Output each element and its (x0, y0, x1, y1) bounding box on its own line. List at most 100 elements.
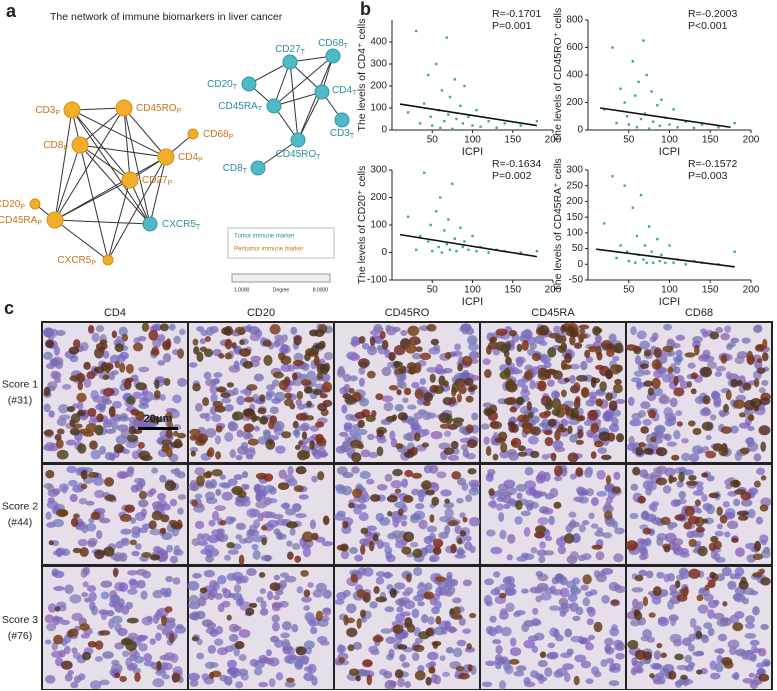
nucleus (417, 601, 424, 606)
network-node (116, 100, 132, 116)
nucleus (760, 624, 769, 630)
scatter-point (449, 96, 451, 98)
nucleus (144, 661, 155, 667)
nucleus (560, 588, 570, 598)
stained-cell (567, 425, 572, 434)
nucleus (217, 647, 228, 655)
stained-cell (701, 472, 708, 477)
nucleus (254, 667, 263, 675)
nucleus (100, 680, 110, 686)
nucleus (426, 412, 436, 418)
nucleus (234, 584, 241, 593)
nucleus (535, 587, 543, 594)
stained-cell (457, 363, 463, 371)
stained-cell (293, 360, 304, 366)
stained-cell (577, 429, 583, 438)
nucleus (544, 667, 552, 677)
nucleus (613, 553, 623, 562)
stained-cell (130, 539, 137, 545)
nucleus (710, 660, 717, 670)
nucleus (113, 552, 124, 561)
stained-cell (165, 480, 176, 491)
stained-cell (695, 499, 701, 506)
network-node (30, 199, 40, 209)
stained-cell (173, 431, 178, 437)
stained-cell (113, 568, 118, 577)
nucleus (730, 573, 737, 579)
nucleus (280, 632, 290, 638)
stained-cell (369, 541, 375, 551)
stained-cell (662, 346, 673, 352)
stained-cell (707, 580, 715, 588)
scatter-point (427, 240, 429, 242)
nucleus (126, 441, 138, 448)
nucleus (413, 567, 422, 576)
nucleus (489, 616, 496, 623)
nucleus (631, 484, 639, 491)
nucleus (270, 636, 279, 643)
nucleus (91, 606, 98, 616)
stained-cell (69, 375, 80, 381)
scatter-point (463, 85, 465, 87)
stained-cell (306, 401, 312, 408)
nucleus (126, 602, 133, 609)
nucleus (92, 333, 100, 342)
nucleus (401, 520, 407, 526)
scatter-point (439, 127, 441, 129)
nucleus (708, 628, 715, 637)
stained-cell (44, 387, 51, 396)
nucleus (591, 666, 599, 675)
node-name: CD3 (35, 105, 55, 116)
stained-cell (742, 383, 751, 391)
network-node (291, 133, 305, 147)
nucleus (385, 680, 396, 690)
nucleus (83, 567, 90, 576)
stained-cell (357, 618, 362, 629)
stained-cell (215, 451, 221, 459)
scatter-point (628, 260, 630, 262)
stained-cell (450, 397, 456, 405)
scatter-point (659, 260, 661, 262)
nucleus (462, 628, 471, 634)
stained-cell (303, 589, 310, 597)
nucleus (733, 672, 739, 680)
stained-cell (640, 363, 649, 369)
nucleus (45, 639, 51, 644)
nucleus (336, 446, 347, 454)
nucleus (152, 678, 164, 687)
nucleus (339, 645, 346, 652)
nucleus (591, 523, 599, 528)
nucleus (513, 671, 524, 677)
nucleus (391, 530, 403, 537)
nucleus (215, 626, 223, 635)
nucleus (354, 554, 363, 561)
nucleus (138, 367, 149, 373)
stained-cell (754, 481, 761, 488)
stained-cell (594, 327, 602, 333)
stained-cell (537, 380, 546, 391)
stained-cell (723, 404, 729, 413)
stained-cell (112, 331, 117, 339)
nucleus (759, 534, 768, 543)
stained-cell (758, 674, 769, 682)
nucleus (586, 678, 594, 684)
stained-cell (397, 644, 407, 649)
scatter-point (471, 235, 473, 237)
scatter-point (451, 183, 453, 185)
nucleus (456, 498, 464, 504)
network-node (242, 77, 256, 91)
stained-cell (245, 608, 254, 616)
nucleus (402, 397, 408, 402)
stained-cell (300, 570, 309, 577)
nucleus (265, 511, 276, 518)
nucleus (147, 491, 154, 498)
nucleus (61, 486, 67, 494)
stained-cell (606, 349, 614, 357)
y-axis-label: The levels of CD45RO⁺ cells (552, 8, 564, 143)
nucleus (484, 595, 492, 605)
stained-cell (485, 409, 495, 415)
nucleus (278, 533, 287, 539)
nucleus (118, 416, 129, 422)
nucleus (297, 586, 304, 593)
nucleus (548, 642, 556, 648)
